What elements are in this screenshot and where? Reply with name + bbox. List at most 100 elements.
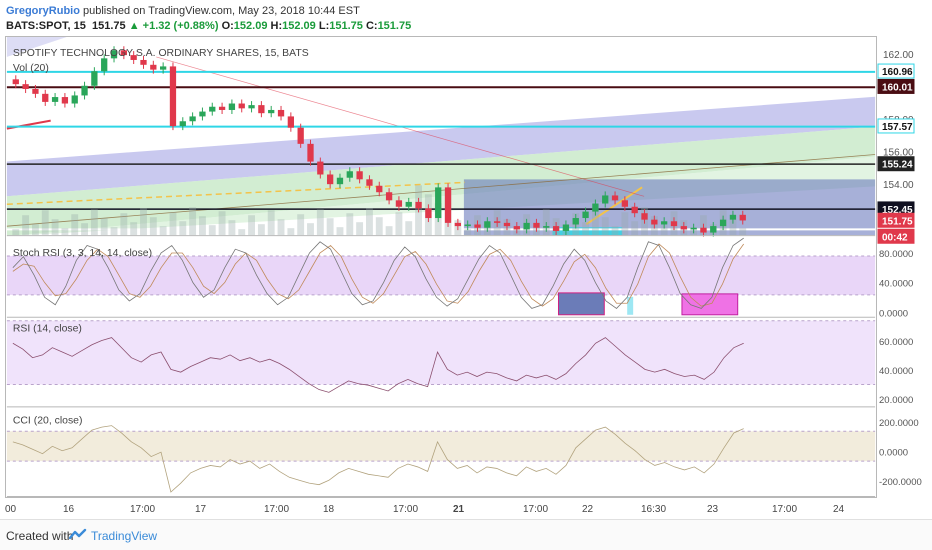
price-tag-label: 157.57 — [882, 122, 913, 133]
rsi-band — [6, 320, 876, 385]
forecast-box — [463, 179, 876, 236]
candle — [140, 59, 147, 65]
candle — [385, 192, 393, 201]
time-tick-label: 17 — [195, 504, 207, 515]
candle — [287, 116, 294, 128]
oscillator-tick-label: 20.0000 — [879, 395, 913, 406]
volume-bar — [257, 224, 265, 236]
volume-label: Vol (20) — [13, 63, 49, 74]
time-tick-label: 17:00 — [264, 504, 289, 515]
candle — [51, 97, 59, 102]
chart-header: GregoryRubio published on TradingView.co… — [6, 4, 906, 34]
volume-bar — [110, 227, 118, 236]
close-label: C: — [365, 20, 378, 32]
stoch-band — [6, 256, 876, 295]
price-tag: 155.24 — [877, 156, 915, 172]
price-tick-label: 156.00 — [883, 147, 914, 158]
trendline-orange — [585, 186, 643, 226]
price-tag-label: 160.01 — [882, 82, 913, 93]
oscillator-tick-label: 0.0000 — [879, 308, 908, 319]
time-axis[interactable]: 00 16 17:00 17 17:00 18 17:00 21 17:00 22 16:30 23 1… — [5, 498, 877, 518]
high-label: H: — [270, 20, 283, 32]
rsi-line — [12, 337, 744, 393]
volume-bar — [208, 225, 216, 236]
candle — [415, 201, 422, 209]
volume-bar — [326, 218, 334, 236]
stoch-k-line — [12, 237, 744, 309]
candle — [533, 222, 540, 228]
candle — [61, 97, 69, 104]
price-tick-label: 162.00 — [883, 50, 914, 61]
time-tick-label: 23 — [707, 504, 719, 515]
time-ticks: 00 16 17:00 17 17:00 18 17:00 21 17:00 22 16:30 23 1… — [5, 504, 845, 515]
volume-bar — [591, 208, 599, 236]
candlesticks — [12, 46, 746, 237]
candle — [12, 79, 19, 85]
price-pane[interactable]: SPOTIFY TECHNOLOGY S.A. ORDINARY SHARES,… — [6, 37, 876, 237]
volume-bar — [739, 228, 747, 236]
volume-bar — [356, 222, 364, 236]
candle — [71, 95, 78, 104]
volume-bar — [248, 215, 255, 236]
oscillator-tick-label: 60.0000 — [879, 337, 913, 348]
oscillator-tick-label: 200.0000 — [879, 418, 919, 429]
candle — [454, 222, 462, 227]
close-value: 151.75 — [377, 20, 412, 32]
volume-bar — [218, 211, 226, 236]
volume-bar — [149, 217, 157, 236]
candle — [395, 200, 403, 207]
candle — [101, 58, 108, 72]
candle — [621, 200, 629, 207]
volume-bar — [169, 212, 177, 236]
candle — [562, 224, 570, 231]
rsi-pane[interactable]: RSI (14, close) — [6, 320, 876, 393]
stoch-rsi-pane[interactable]: Stoch RSI (3, 3, 14, 14, close) — [6, 237, 876, 316]
open-label: O: — [221, 20, 234, 32]
price-tag-label: 160.96 — [882, 67, 913, 78]
candle — [277, 109, 285, 117]
time-tick-label: 16 — [63, 504, 75, 515]
volume-bar — [385, 226, 393, 236]
volume-bar — [316, 209, 324, 236]
volume-bar — [336, 227, 344, 236]
oscillator-tick-label: 40.0000 — [879, 279, 913, 290]
open-value: 152.09 — [233, 20, 268, 32]
tradingview-brand-link[interactable]: TradingView — [91, 529, 158, 543]
candle — [189, 116, 196, 122]
candle — [336, 177, 344, 185]
cci-pane[interactable]: CCI (20, close) — [6, 415, 876, 493]
volume-bar — [228, 220, 236, 236]
created-with-text: Created with — [6, 529, 74, 543]
time-tick-label: 17:00 — [393, 504, 418, 515]
oscillator-tick-label: 40.0000 — [879, 366, 913, 377]
oscillator-tick-label: 80.0000 — [879, 249, 913, 260]
price-tag-label: 151.75 — [882, 216, 913, 227]
price-tag: 160.01 — [877, 78, 915, 94]
volume-bar — [464, 229, 472, 236]
volume-bar — [729, 219, 737, 236]
time-tick-label: 17:00 — [523, 504, 548, 515]
cci-line — [12, 425, 744, 493]
candle — [690, 227, 697, 230]
volume-bar — [71, 214, 79, 236]
candle — [484, 221, 491, 228]
cyan-marker — [552, 227, 623, 236]
author-link[interactable]: GregoryRubio — [6, 5, 80, 17]
candle — [159, 66, 167, 70]
candle — [376, 185, 383, 193]
oscillator-tick-label: -200.0000 — [879, 477, 922, 488]
candle — [464, 224, 471, 227]
candle — [228, 103, 236, 110]
top-channel-fill — [6, 37, 67, 57]
time-tick-label: 17:00 — [130, 504, 155, 515]
low-label: L: — [318, 20, 330, 32]
cci-band — [6, 431, 876, 462]
volume-bar — [140, 208, 147, 236]
volume-bar — [51, 219, 59, 236]
stoch-highlight-blue — [557, 292, 605, 316]
candle — [179, 121, 186, 127]
candle — [307, 143, 314, 162]
chart-canvas[interactable]: SPOTIFY TECHNOLOGY S.A. ORDINARY SHARES,… — [5, 36, 877, 498]
candle — [523, 222, 530, 230]
